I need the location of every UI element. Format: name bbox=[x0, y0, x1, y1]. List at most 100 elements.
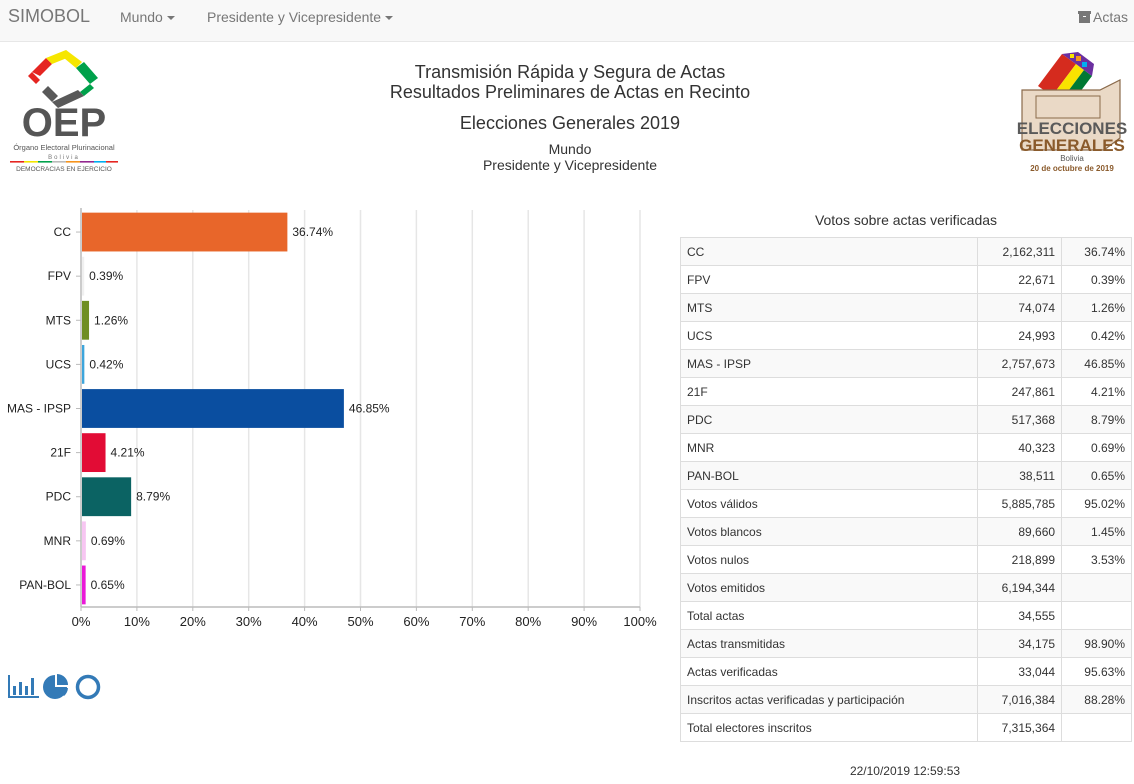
table-row: PAN-BOL 38,511 0.65% bbox=[679, 461, 1132, 490]
bar-value-label: 46.85% bbox=[349, 402, 390, 416]
chart-type-switcher bbox=[8, 674, 101, 700]
chevron-down-icon bbox=[166, 16, 175, 21]
x-tick-label: 50% bbox=[347, 614, 373, 629]
bar bbox=[82, 256, 85, 296]
table-row: PDC 517,368 8.79% bbox=[679, 405, 1132, 434]
results-bar-chart: 36.74% CC 0.39% FPV 1.26% MTS 0.42% UCS 46.85% MA… bbox=[7, 208, 657, 629]
category-label: PAN-BOL bbox=[19, 578, 71, 592]
svg-text:GENERALES: GENERALES bbox=[1019, 136, 1125, 155]
svg-text:ELECCIONES: ELECCIONES bbox=[1017, 119, 1128, 138]
row-votes: 22,671 bbox=[977, 265, 1063, 294]
row-label: Votos válidos bbox=[679, 489, 979, 518]
category-label: FPV bbox=[48, 269, 71, 283]
row-label: MAS - IPSP bbox=[679, 349, 979, 378]
region-label: Mundo bbox=[548, 141, 592, 157]
table-row: 21F 247,861 4.21% bbox=[679, 377, 1132, 406]
bar-value-label: 36.74% bbox=[292, 225, 333, 239]
menu-mundo[interactable]: Mundo bbox=[120, 9, 175, 25]
row-votes: 33,044 bbox=[977, 657, 1063, 686]
row-votes: 7,315,364 bbox=[977, 713, 1063, 742]
table-row: MNR 40,323 0.69% bbox=[679, 433, 1132, 462]
row-percentage bbox=[1061, 601, 1132, 630]
row-label: PDC bbox=[679, 405, 979, 434]
table-row: MTS 74,074 1.26% bbox=[679, 293, 1132, 322]
row-votes: 5,885,785 bbox=[977, 489, 1063, 518]
row-votes: 40,323 bbox=[977, 433, 1063, 462]
row-percentage: 98.90% bbox=[1061, 629, 1132, 658]
svg-text:DEMOCRACIAS EN EJERCICIO: DEMOCRACIAS EN EJERCICIO bbox=[16, 166, 112, 173]
actas-link[interactable]: Actas bbox=[1077, 9, 1128, 25]
svg-text:20 de octubre de 2019: 20 de octubre de 2019 bbox=[1030, 164, 1114, 173]
bar bbox=[82, 389, 344, 428]
row-label: CC bbox=[679, 237, 979, 266]
x-tick-label: 100% bbox=[623, 614, 657, 629]
table-row: Votos nulos 218,899 3.53% bbox=[679, 545, 1132, 574]
row-label: MNR bbox=[679, 433, 979, 462]
row-votes: 34,175 bbox=[977, 629, 1063, 658]
row-percentage: 4.21% bbox=[1061, 377, 1132, 406]
header-title-line1: Transmisión Rápida y Segura de Actas bbox=[414, 62, 726, 82]
x-tick-label: 30% bbox=[236, 614, 262, 629]
header-title-line2: Resultados Preliminares de Actas en Reci… bbox=[389, 82, 751, 102]
category-label: CC bbox=[54, 225, 72, 239]
bar bbox=[82, 212, 288, 252]
category-label: PDC bbox=[46, 490, 72, 504]
row-label: 21F bbox=[679, 377, 979, 406]
bar-chart-icon[interactable] bbox=[8, 675, 39, 698]
table-row: Inscritos actas verificadas y participac… bbox=[679, 685, 1132, 714]
table-row: Votos válidos 5,885,785 95.02% bbox=[679, 489, 1132, 518]
row-label: Actas verificadas bbox=[679, 657, 979, 686]
bar-value-label: 0.65% bbox=[91, 578, 125, 592]
category-label: MTS bbox=[46, 313, 71, 327]
pie-chart-icon[interactable] bbox=[43, 674, 68, 699]
row-label: Votos blancos bbox=[679, 517, 979, 546]
oep-logo-text: OEP bbox=[22, 101, 106, 145]
category-label: UCS bbox=[46, 357, 71, 371]
election-title: Elecciones Generales 2019 bbox=[459, 113, 681, 133]
category-label: 21F bbox=[50, 446, 71, 460]
donut-chart-icon[interactable] bbox=[75, 674, 101, 700]
x-tick-label: 20% bbox=[180, 614, 206, 629]
table-row: Votos blancos 89,660 1.45% bbox=[679, 517, 1132, 546]
row-percentage: 3.53% bbox=[1061, 545, 1132, 574]
bar bbox=[82, 477, 132, 517]
bar bbox=[82, 300, 90, 340]
svg-text:Órgano Electoral Plurinacional: Órgano Electoral Plurinacional bbox=[13, 143, 115, 152]
bar-value-label: 0.69% bbox=[91, 534, 125, 548]
category-label: MNR bbox=[44, 534, 72, 548]
row-label: Total actas bbox=[679, 601, 979, 630]
row-votes: 34,555 bbox=[977, 601, 1063, 630]
row-label: PAN-BOL bbox=[679, 461, 979, 490]
oep-logo: OEP Órgano Electoral Plurinacional Boliv… bbox=[10, 50, 118, 173]
archive-box-icon bbox=[1077, 11, 1091, 23]
oep-emblem-icon bbox=[28, 50, 98, 108]
svg-text:Bolivia: Bolivia bbox=[1060, 154, 1084, 163]
row-votes: 218,899 bbox=[977, 545, 1063, 574]
row-percentage: 95.63% bbox=[1061, 657, 1132, 686]
row-percentage: 46.85% bbox=[1061, 349, 1132, 378]
bar bbox=[82, 565, 86, 605]
x-tick-label: 60% bbox=[403, 614, 429, 629]
cargo-label: Presidente y Vicepresidente bbox=[482, 157, 658, 173]
row-label: Inscritos actas verificadas y participac… bbox=[679, 685, 979, 714]
table-row: CC 2,162,311 36.74% bbox=[679, 237, 1132, 266]
row-votes: 2,757,673 bbox=[977, 349, 1063, 378]
table-title: Votos sobre actas verificadas bbox=[814, 212, 998, 228]
table-row: Votos emitidos 6,194,344 bbox=[679, 573, 1132, 602]
bar-value-label: 8.79% bbox=[136, 490, 170, 504]
actas-label: Actas bbox=[1092, 9, 1128, 25]
row-votes: 6,194,344 bbox=[977, 573, 1063, 602]
results-table: CC 2,162,311 36.74% FPV 22,671 0.39% MTS 74,074… bbox=[679, 237, 1132, 742]
row-votes: 517,368 bbox=[977, 405, 1063, 434]
table-row: UCS 24,993 0.42% bbox=[679, 321, 1132, 350]
row-label: UCS bbox=[679, 321, 979, 350]
menu-cargo[interactable]: Presidente y Vicepresidente bbox=[207, 9, 394, 25]
table-row: Total actas 34,555 bbox=[679, 601, 1132, 630]
row-label: MTS bbox=[679, 293, 979, 322]
table-row: Total electores inscritos 7,315,364 bbox=[679, 713, 1132, 742]
brand-link[interactable]: SIMOBOL bbox=[8, 6, 91, 26]
bar-value-label: 0.42% bbox=[89, 357, 123, 371]
row-votes: 38,511 bbox=[977, 461, 1063, 490]
row-percentage: 0.42% bbox=[1061, 321, 1132, 350]
x-tick-label: 40% bbox=[292, 614, 318, 629]
